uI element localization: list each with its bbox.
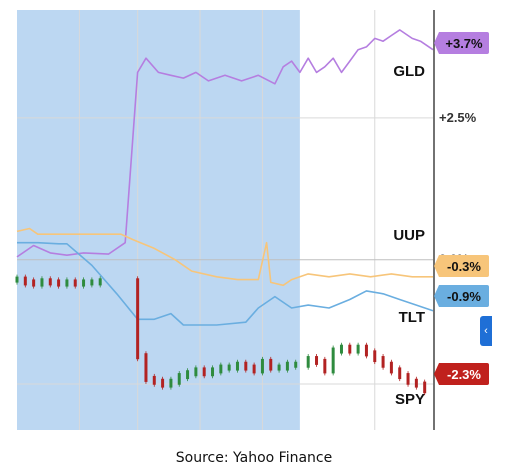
spy-candle <box>414 378 418 388</box>
spy-candle <box>294 361 298 368</box>
series-label-tlt: TLT <box>399 309 425 326</box>
spy-candle <box>23 276 27 286</box>
badge-tlt: -0.9% <box>434 285 489 307</box>
series-label-gld: GLD <box>393 63 425 80</box>
spy-candle <box>82 279 86 287</box>
series-label-spy: SPY <box>395 391 425 408</box>
spy-candle <box>73 279 77 287</box>
spy-candle <box>406 373 410 385</box>
badge-value: +3.7% <box>445 36 483 51</box>
spy-candle <box>348 344 352 354</box>
spy-candle <box>144 353 148 382</box>
spy-candle <box>98 278 102 286</box>
spy-candle <box>177 373 181 385</box>
spy-candle <box>306 356 310 368</box>
spy-candle <box>315 356 319 365</box>
spy-candle <box>48 278 52 286</box>
spy-candle <box>381 356 385 368</box>
spy-candle <box>186 370 190 380</box>
spy-candle <box>285 361 289 371</box>
y-axis-ticks: +2.5%0.0% <box>439 110 477 267</box>
spy-candle <box>398 367 402 380</box>
series-line-gld <box>16 29 434 258</box>
badge-value: -2.3% <box>447 367 481 382</box>
source-caption: Source: Yahoo Finance <box>175 450 333 466</box>
series-line-tlt <box>17 241 434 326</box>
spy-candle <box>260 358 264 374</box>
series-lines <box>16 29 434 326</box>
spy-candle <box>235 361 239 371</box>
y-tick-label: +2.5% <box>439 110 477 125</box>
series-label-uup: UUP <box>393 227 425 244</box>
price-comparison-chart: +2.5%0.0% GLD UUP TLT SPY +3.7% -0.3% -0.9% -2… <box>15 10 489 430</box>
badge-background <box>434 32 489 54</box>
spy-candle <box>152 375 156 385</box>
spy-candle <box>15 276 19 283</box>
spy-candle <box>356 344 360 354</box>
spy-candle <box>423 381 427 394</box>
spy-candle <box>219 364 223 374</box>
series-labels: GLD UUP TLT SPY <box>393 63 425 408</box>
spy-candle <box>339 344 343 354</box>
highlighted-range <box>17 10 300 430</box>
spy-candle <box>244 361 248 371</box>
badge-background <box>434 255 489 277</box>
spy-candle <box>323 358 327 374</box>
spy-candle <box>269 358 273 371</box>
spy-candle <box>161 378 165 388</box>
badge-value: -0.3% <box>447 259 481 274</box>
spy-candle <box>40 278 44 287</box>
spy-candle <box>65 279 69 287</box>
badge-uup: -0.3% <box>434 255 489 277</box>
spy-candle <box>57 279 61 287</box>
spy-candle <box>90 279 94 286</box>
spy-candle <box>277 364 281 371</box>
spy-candle <box>331 347 335 374</box>
spy-candle <box>389 361 393 374</box>
spy-candle <box>169 378 173 388</box>
spy-candle <box>373 350 377 363</box>
last-value-badges: +3.7% -0.3% -0.9% -2.3% <box>434 32 489 385</box>
badge-spy: -2.3% <box>434 363 489 385</box>
badge-background <box>434 285 489 307</box>
collapse-panel-tab[interactable]: ‹ <box>480 316 492 346</box>
badge-value: -0.9% <box>447 289 481 304</box>
badge-background <box>434 363 489 385</box>
spy-candle <box>211 367 215 377</box>
spy-candles <box>15 274 427 396</box>
spy-candle <box>252 364 256 374</box>
spy-candle <box>364 344 368 357</box>
spy-candle <box>227 364 231 371</box>
series-line-uup <box>16 227 433 287</box>
spy-candle <box>202 367 206 377</box>
spy-candle <box>136 278 140 360</box>
badge-gld: +3.7% <box>434 32 489 54</box>
spy-candle <box>194 367 198 377</box>
spy-candle <box>32 279 36 287</box>
